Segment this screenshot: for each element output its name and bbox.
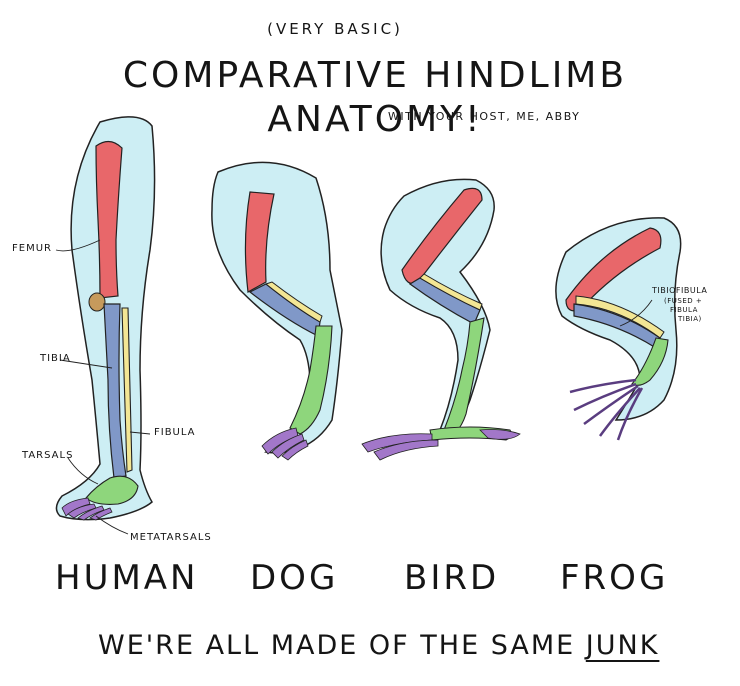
page-title: COMPARATIVE HINDLIMB ANATOMY! <box>122 55 628 140</box>
dog-tarsals <box>289 325 333 435</box>
human-leg <box>55 116 156 521</box>
label-fibula: FIBULA <box>154 427 196 438</box>
frog-metatarsals <box>569 378 644 441</box>
label-tibia: TIBIA <box>40 353 71 364</box>
tarsals-leader <box>67 457 99 485</box>
label-tibiofibula-note3: TIBIA) <box>678 315 702 323</box>
metatarsals-leader <box>95 515 129 535</box>
human-tarsals <box>85 475 139 505</box>
human-patella <box>88 292 106 312</box>
animal-label-frog: FROG <box>560 558 669 598</box>
label-tibiofibula-note2: FIBULA <box>670 306 698 314</box>
human-metatarsals <box>61 497 113 521</box>
fibula-leader <box>129 431 151 435</box>
animal-label-bird: BIRD <box>404 558 500 598</box>
dog-femur <box>244 191 275 293</box>
frog-leg <box>555 217 682 441</box>
label-femur: FEMUR <box>12 243 52 254</box>
footer-text: WE'RE ALL MADE OF THE SAME <box>98 630 576 661</box>
label-tibiofibula: TIBIOFIBULA <box>652 286 708 295</box>
human-tibia <box>103 303 127 479</box>
bird-metatarsals <box>361 429 521 461</box>
label-tibiofibula-note1: (FUSED + <box>664 297 703 305</box>
label-metatarsals: METATARSALS <box>130 532 212 543</box>
animal-label-dog: DOG <box>250 558 339 598</box>
animal-label-human: HUMAN <box>55 558 199 598</box>
dog-fibula <box>264 281 323 323</box>
footer-emphasis: JUNK <box>585 630 660 661</box>
frog-tarsals <box>631 337 669 386</box>
subtitle: (VERY BASIC) <box>267 20 403 38</box>
label-tarsals: TARSALS <box>22 450 74 461</box>
host-credit: WITH YOUR HOST, ME, ABBY <box>388 110 581 123</box>
femur-leader <box>55 239 101 252</box>
tibia-leader <box>59 359 113 369</box>
human-fibula <box>121 307 133 473</box>
bird-fibula <box>419 273 483 311</box>
tibiofibula-leader <box>619 299 653 327</box>
dog-metatarsals <box>261 427 309 461</box>
bird-leg <box>361 178 521 461</box>
dog-leg <box>211 161 343 461</box>
footer-tagline: WE'RE ALL MADE OF THE SAME JUNK <box>98 630 659 661</box>
human-femur <box>95 140 123 299</box>
